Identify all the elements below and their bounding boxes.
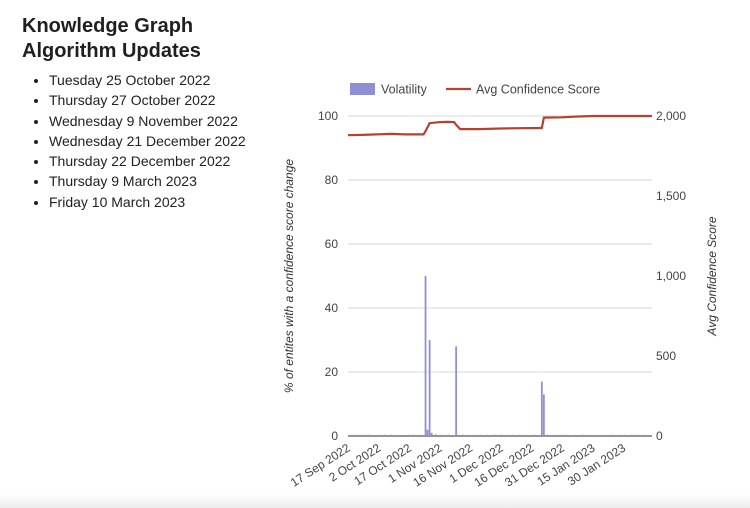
- confidence-line[interactable]: [347, 114, 652, 137]
- volatility-bar[interactable]: [610, 434, 613, 436]
- volatility-bar[interactable]: [351, 434, 353, 436]
- y-tick-label: 0: [331, 429, 338, 443]
- volatility-bar[interactable]: [642, 434, 645, 436]
- volatility-bar[interactable]: [493, 434, 496, 436]
- left-axis-ticks: 0 20 40 60 80 100: [318, 109, 338, 443]
- volatility-bar[interactable]: [532, 434, 535, 436]
- volatility-bar[interactable]: [428, 340, 431, 436]
- update-item: Thursday 22 December 2022: [49, 151, 246, 171]
- volatility-bar[interactable]: [596, 434, 598, 436]
- legend-label-confidence[interactable]: Avg Confidence Score: [476, 83, 600, 97]
- update-item: Wednesday 9 November 2022: [49, 111, 246, 131]
- volatility-bar[interactable]: [604, 434, 606, 436]
- legend-label-volatility[interactable]: Volatility: [381, 83, 428, 97]
- volatility-bar[interactable]: [512, 434, 515, 436]
- update-list: Tuesday 25 October 2022Thursday 27 Octob…: [22, 70, 246, 212]
- legend-swatch-volatility: [350, 83, 375, 95]
- y-tick-label: 40: [325, 301, 339, 315]
- volatility-bar[interactable]: [426, 429, 429, 436]
- volatility-bar[interactable]: [624, 434, 627, 436]
- gridlines: [348, 115, 652, 437]
- volatility-bar[interactable]: [424, 276, 427, 436]
- volatility-bar[interactable]: [473, 434, 476, 436]
- right-axis-ticks: 0 500 1,000 1,500 2,000: [656, 109, 686, 443]
- volatility-bar[interactable]: [553, 434, 555, 436]
- volatility-bar[interactable]: [573, 434, 576, 436]
- y-tick-label: 60: [325, 237, 339, 251]
- volatility-bar[interactable]: [361, 434, 364, 436]
- volatility-bar[interactable]: [618, 434, 621, 436]
- volatility-bar[interactable]: [447, 434, 449, 436]
- page-title: Knowledge Graph Algorithm Updates: [22, 15, 201, 62]
- volatility-bar[interactable]: [581, 434, 584, 436]
- bottom-shade: [0, 494, 750, 508]
- volatility-bar[interactable]: [357, 434, 360, 436]
- volatility-bar[interactable]: [349, 434, 351, 436]
- update-item: Wednesday 21 December 2022: [49, 131, 246, 151]
- legend: Volatility Avg Confidence Score: [350, 83, 600, 97]
- y2-axis-title: Avg Confidence Score: [705, 216, 719, 337]
- volatility-bar[interactable]: [389, 434, 392, 436]
- y-tick-label: 100: [318, 109, 338, 123]
- volatility-bar[interactable]: [379, 434, 382, 436]
- y-axis-title: % of entites with a confidence score cha…: [282, 159, 296, 393]
- volatility-bar[interactable]: [461, 434, 464, 436]
- y2-tick-label: 1,500: [656, 189, 686, 203]
- volatility-bar[interactable]: [434, 434, 437, 436]
- update-item: Friday 10 March 2023: [49, 192, 246, 212]
- volatility-bar[interactable]: [630, 434, 633, 436]
- volatility-bar[interactable]: [524, 434, 527, 436]
- update-item: Thursday 27 October 2022: [49, 90, 246, 110]
- y2-tick-label: 500: [656, 349, 676, 363]
- volatility-bars: [349, 276, 645, 436]
- y-tick-label: 20: [325, 365, 339, 379]
- volatility-bar[interactable]: [479, 434, 482, 436]
- volatility-bar[interactable]: [396, 434, 398, 436]
- y2-tick-label: 0: [656, 429, 663, 443]
- volatility-bar[interactable]: [565, 434, 568, 436]
- volatility-bar[interactable]: [412, 434, 415, 436]
- volatility-bar[interactable]: [506, 434, 509, 436]
- volatility-bar[interactable]: [518, 434, 521, 436]
- y2-tick-label: 2,000: [656, 109, 686, 123]
- volatility-bar[interactable]: [636, 434, 639, 436]
- volatility-bar[interactable]: [485, 434, 488, 436]
- volatility-bar[interactable]: [408, 434, 411, 436]
- volatility-bar[interactable]: [418, 434, 421, 436]
- volatility-bar[interactable]: [540, 381, 543, 436]
- volatility-bar[interactable]: [440, 434, 443, 436]
- update-item: Tuesday 25 October 2022: [49, 70, 246, 90]
- update-item: Thursday 9 March 2023: [49, 171, 246, 191]
- volatility-bar[interactable]: [542, 394, 545, 436]
- volatility-bar[interactable]: [430, 432, 433, 436]
- volatility-bar[interactable]: [547, 434, 549, 436]
- y-tick-label: 80: [325, 173, 339, 187]
- confidence-line-group: [347, 114, 652, 137]
- y2-tick-label: 1,000: [656, 269, 686, 283]
- volatility-bar[interactable]: [559, 434, 562, 436]
- volatility-bar[interactable]: [500, 434, 502, 436]
- volatility-bar[interactable]: [367, 434, 370, 436]
- volatility-bar[interactable]: [383, 434, 386, 436]
- volatility-bar[interactable]: [467, 434, 470, 436]
- volatility-bar[interactable]: [587, 434, 590, 436]
- volatility-bar[interactable]: [455, 346, 458, 436]
